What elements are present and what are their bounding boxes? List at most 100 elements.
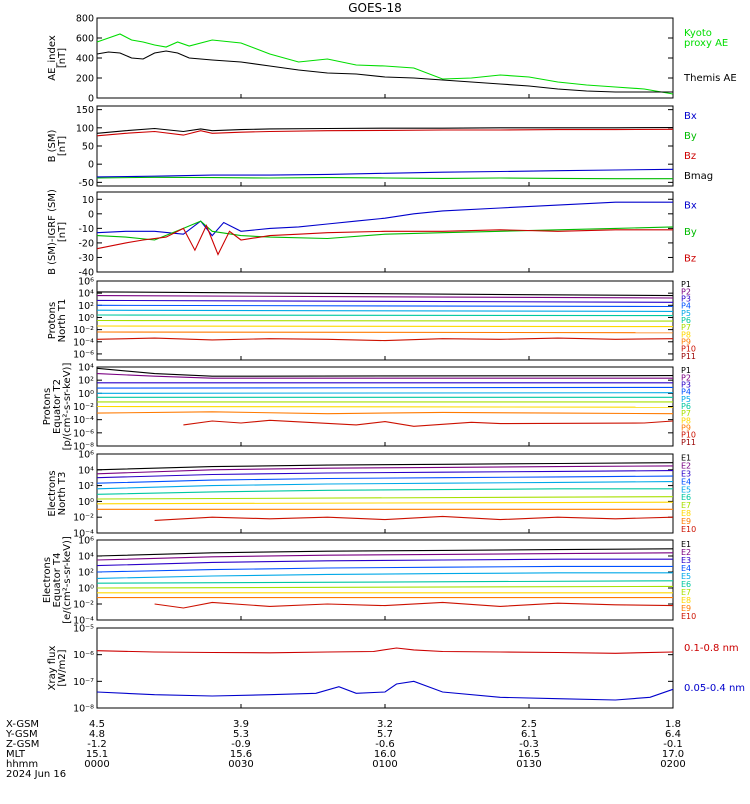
y-axis-label: Equator T4 bbox=[52, 553, 63, 608]
plot-title: GOES-18 bbox=[348, 1, 402, 15]
y-tick-label: -50 bbox=[78, 178, 94, 189]
legend-entry: P7 bbox=[681, 409, 691, 418]
series-line-p8 bbox=[96, 325, 674, 328]
legend-entry: P9 bbox=[681, 424, 691, 433]
x-row-value: 6.4 bbox=[665, 729, 681, 740]
y-tick-label: 100 bbox=[76, 123, 94, 134]
y-axis-label: [p/(cm²-s-sr-keV)] bbox=[62, 363, 73, 451]
y-tick-label: 10² bbox=[78, 481, 94, 492]
y-tick-label: 10² bbox=[78, 301, 94, 312]
legend-entry: P4 bbox=[681, 302, 691, 311]
series-line-e5 bbox=[96, 481, 674, 490]
series-line-p3 bbox=[96, 299, 674, 303]
series-line-p10 bbox=[183, 419, 674, 427]
y-tick-label: 10⁶ bbox=[78, 277, 94, 288]
y-tick-label: 50 bbox=[82, 142, 94, 153]
y-tick-label: 10⁻⁵ bbox=[73, 624, 94, 635]
panel-frame bbox=[96, 105, 674, 187]
x-row-value: 2.5 bbox=[521, 719, 537, 730]
legend-entry: E3 bbox=[681, 470, 691, 479]
x-row-value: 0130 bbox=[516, 759, 541, 770]
legend-entry: P4 bbox=[681, 388, 691, 397]
y-tick-label: 10⁻⁶ bbox=[73, 428, 94, 439]
y-axis-label: B (SM) bbox=[47, 129, 58, 162]
y-axis-label: B (SM)-IGRF (SM) bbox=[47, 189, 58, 275]
legend-entry: P5 bbox=[681, 309, 691, 318]
series-line-e3 bbox=[96, 558, 673, 567]
legend-entry: P11 bbox=[681, 438, 696, 447]
y-tick-label: -40 bbox=[78, 268, 94, 279]
y-tick-label: 10⁰ bbox=[78, 497, 94, 508]
legend-entry: P1 bbox=[681, 280, 691, 289]
x-row-value: 1.8 bbox=[665, 719, 681, 730]
y-tick-label: 10⁰ bbox=[78, 313, 94, 324]
y-tick-label: -20 bbox=[78, 238, 94, 249]
legend-entry: By bbox=[684, 227, 697, 238]
series-line-p2 bbox=[96, 373, 673, 379]
legend-entry: Bmag bbox=[684, 171, 713, 182]
series-line-e2 bbox=[96, 552, 674, 561]
legend-entry: P10 bbox=[681, 431, 696, 440]
x-row-value: -0.3 bbox=[519, 739, 539, 750]
legend-entry: E9 bbox=[681, 604, 691, 613]
x-row-value: 0100 bbox=[372, 759, 397, 770]
legend-entry: E6 bbox=[681, 580, 691, 589]
legend-entry: E2 bbox=[681, 548, 691, 557]
legend-entry: E4 bbox=[681, 564, 691, 573]
y-tick-label: 10⁴ bbox=[78, 552, 94, 563]
y-tick-label: 0 bbox=[88, 209, 94, 220]
x-row-value: -0.6 bbox=[375, 739, 395, 750]
x-row-value: 5.3 bbox=[233, 729, 249, 740]
y-axis-label: Electrons bbox=[47, 470, 58, 516]
series-line-e7 bbox=[96, 585, 674, 589]
y-axis-label: Protons bbox=[47, 302, 58, 339]
series-line-e6 bbox=[96, 488, 673, 495]
y-axis-label: [e/(cm²-s-sr-keV)] bbox=[62, 536, 73, 624]
series-line-p8 bbox=[96, 405, 674, 408]
legend-entry: P7 bbox=[681, 323, 691, 332]
series-line-e3 bbox=[96, 470, 674, 479]
x-row-value: 15.1 bbox=[86, 749, 108, 760]
y-tick-label: 0 bbox=[88, 160, 94, 171]
y-axis-label: Protons bbox=[42, 388, 53, 425]
x-date-label: 2024 Jun 16 bbox=[6, 769, 66, 780]
legend-entry: P3 bbox=[681, 294, 691, 303]
y-axis-label: North T3 bbox=[57, 472, 68, 516]
legend-entry: E9 bbox=[681, 517, 691, 526]
y-tick-label: 10⁶ bbox=[78, 536, 94, 547]
legend-entry: P9 bbox=[681, 338, 691, 347]
y-axis-label: [nT] bbox=[57, 48, 68, 68]
legend-entry: 0.05-0.4 nm bbox=[684, 683, 745, 694]
series-line-themis-ae bbox=[96, 50, 673, 93]
y-tick-label: 10⁻⁶ bbox=[73, 650, 94, 661]
series-line-bx bbox=[96, 201, 673, 237]
x-row-value: -0.9 bbox=[231, 739, 251, 750]
series-line-p9 bbox=[96, 331, 674, 334]
legend-entry: P2 bbox=[681, 373, 691, 382]
x-row-value: 0200 bbox=[660, 759, 685, 770]
series-line-by bbox=[96, 176, 673, 180]
y-tick-label: 10² bbox=[78, 376, 94, 387]
series-line-e10 bbox=[154, 515, 674, 521]
x-row-value: 6.1 bbox=[521, 729, 537, 740]
legend-entry: P8 bbox=[681, 416, 691, 425]
x-row-value: 3.9 bbox=[233, 719, 249, 730]
y-tick-label: -10 bbox=[78, 224, 94, 235]
y-tick-label: 150 bbox=[76, 105, 94, 116]
y-tick-label: 10 bbox=[82, 195, 94, 206]
x-row-value: 0030 bbox=[228, 759, 253, 770]
x-row-label: Y-GSM bbox=[5, 729, 38, 740]
y-tick-label: 10⁴ bbox=[78, 289, 94, 300]
y-tick-label: -30 bbox=[78, 253, 94, 264]
panel-8: 10⁻⁵ 10⁻⁶ 10⁻⁷ 10⁻⁸ Xray flux [W/m2] 0.1-0.8 n… bbox=[47, 624, 745, 715]
legend-entry: E8 bbox=[681, 509, 691, 518]
y-tick-label: 10⁻² bbox=[73, 402, 94, 413]
panel-frame bbox=[96, 627, 674, 709]
legend-entry: P6 bbox=[681, 316, 691, 325]
legend-entry: Bx bbox=[684, 111, 697, 122]
legend-entry: E5 bbox=[681, 572, 691, 581]
legend-entry: P1 bbox=[681, 366, 691, 375]
